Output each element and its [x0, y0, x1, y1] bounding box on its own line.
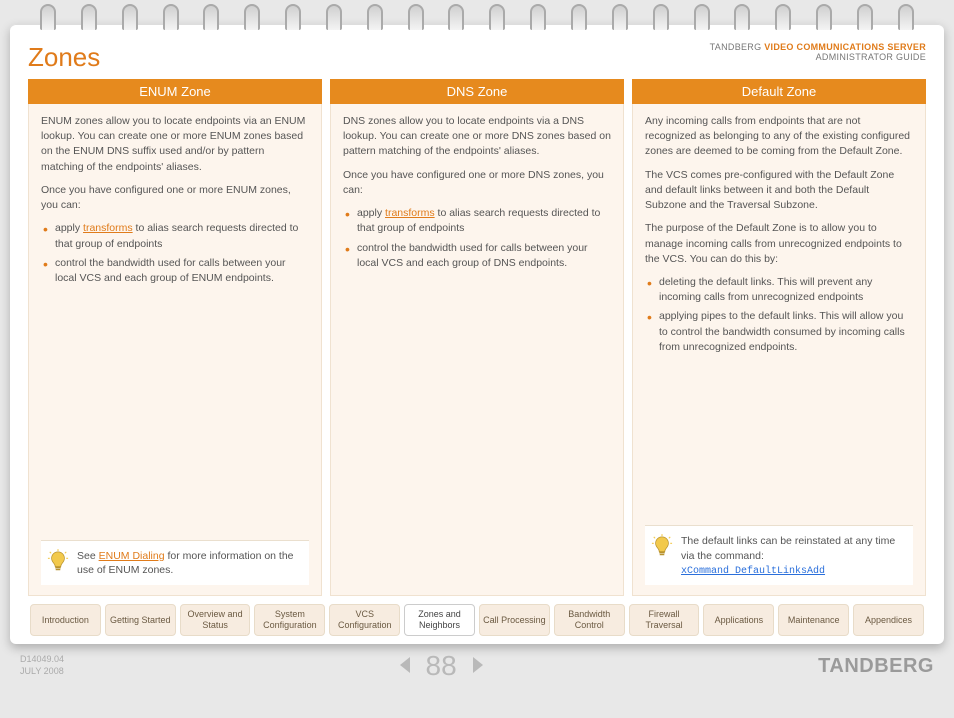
list-item: apply transforms to alias search request…: [43, 221, 309, 251]
page-footer: D14049.04 JULY 2008 88 TANDBERG: [10, 644, 944, 686]
doc-number: D14049.04: [20, 654, 64, 666]
column-default-zone: Default Zone Any incoming calls from end…: [632, 79, 926, 596]
tab-firewall-traversal[interactable]: Firewall Traversal: [629, 604, 700, 636]
column-header: ENUM Zone: [28, 79, 322, 104]
paragraph: The VCS comes pre-configured with the De…: [645, 168, 913, 214]
paragraph: DNS zones allow you to locate endpoints …: [343, 114, 611, 160]
list-item: control the bandwidth used for calls bet…: [43, 256, 309, 286]
tandberg-logo: TANDBERG: [818, 655, 934, 678]
column-body: Any incoming calls from endpoints that a…: [632, 104, 926, 596]
list-item: deleting the default links. This will pr…: [647, 275, 913, 305]
column-enum-zone: ENUM Zone ENUM zones allow you to locate…: [28, 79, 322, 596]
tip-box: The default links can be reinstated at a…: [645, 525, 913, 585]
tab-bandwidth-control[interactable]: Bandwidth Control: [554, 604, 625, 636]
tab-overview-and-status[interactable]: Overview and Status: [180, 604, 251, 636]
brand-subtitle: ADMINISTRATOR GUIDE: [710, 52, 926, 62]
tip-text: See ENUM Dialing for more information on…: [77, 549, 303, 578]
list-item: control the bandwidth used for calls bet…: [345, 241, 611, 271]
page-title: Zones: [28, 42, 100, 73]
column-dns-zone: DNS Zone DNS zones allow you to locate e…: [330, 79, 624, 596]
paragraph: The purpose of the Default Zone is to al…: [645, 221, 913, 267]
doc-date: JULY 2008: [20, 666, 64, 678]
transforms-link[interactable]: transforms: [83, 222, 133, 234]
paragraph: Any incoming calls from endpoints that a…: [645, 114, 913, 160]
list-item: applying pipes to the default links. Thi…: [647, 309, 913, 355]
spiral-binding: [10, 4, 944, 30]
tab-vcs-configuration[interactable]: VCS Configuration: [329, 604, 400, 636]
transforms-link[interactable]: transforms: [385, 207, 435, 219]
next-page-arrow[interactable]: [467, 650, 487, 682]
column-body: ENUM zones allow you to locate endpoints…: [28, 104, 322, 596]
tab-system-configuration[interactable]: System Configuration: [254, 604, 325, 636]
column-header: Default Zone: [632, 79, 926, 104]
brand-prefix: TANDBERG: [710, 42, 762, 52]
brand-block: TANDBERG VIDEO COMMUNICATIONS SERVER ADM…: [710, 42, 926, 62]
command-link[interactable]: xCommand DefaultLinksAdd: [681, 566, 825, 577]
paragraph: Once you have configured one or more ENU…: [41, 183, 309, 213]
columns-container: ENUM Zone ENUM zones allow you to locate…: [28, 79, 926, 596]
page-number: 88: [426, 650, 457, 682]
tab-call-processing[interactable]: Call Processing: [479, 604, 550, 636]
prev-page-arrow[interactable]: [396, 650, 416, 682]
tab-maintenance[interactable]: Maintenance: [778, 604, 849, 636]
list-item: apply transforms to alias search request…: [345, 206, 611, 236]
lightbulb-icon: [47, 549, 69, 580]
tip-text: The default links can be reinstated at a…: [681, 534, 907, 579]
doc-info: D14049.04 JULY 2008: [20, 654, 64, 677]
paragraph: ENUM zones allow you to locate endpoints…: [41, 114, 309, 175]
lightbulb-icon: [651, 534, 673, 565]
enum-dialing-link[interactable]: ENUM Dialing: [99, 550, 165, 562]
paragraph: Once you have configured one or more DNS…: [343, 168, 611, 198]
pager: 88: [396, 650, 487, 682]
tab-zones-and-neighbors[interactable]: Zones and Neighbors: [404, 604, 475, 636]
tab-applications[interactable]: Applications: [703, 604, 774, 636]
column-body: DNS zones allow you to locate endpoints …: [330, 104, 624, 596]
tab-appendices[interactable]: Appendices: [853, 604, 924, 636]
page-sheet: Zones TANDBERG VIDEO COMMUNICATIONS SERV…: [10, 24, 944, 644]
tab-introduction[interactable]: Introduction: [30, 604, 101, 636]
brand-product: VIDEO COMMUNICATIONS SERVER: [764, 42, 926, 52]
tip-box: See ENUM Dialing for more information on…: [41, 540, 309, 586]
tab-getting-started[interactable]: Getting Started: [105, 604, 176, 636]
nav-tabs: IntroductionGetting StartedOverview and …: [28, 604, 926, 636]
column-header: DNS Zone: [330, 79, 624, 104]
